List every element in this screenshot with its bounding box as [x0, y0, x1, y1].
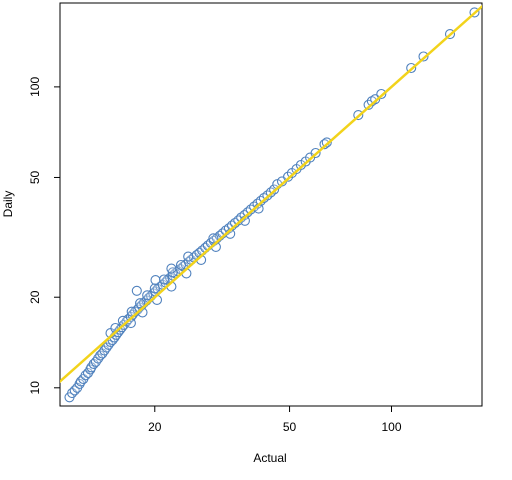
x-axis: 20 50 100: [148, 406, 402, 434]
data-point: [150, 275, 161, 286]
y-axis-title: Daily: [1, 191, 15, 218]
x-tick-label: 50: [283, 420, 297, 434]
data-point: [321, 137, 332, 148]
x-tick-label: 20: [148, 420, 162, 434]
data-point: [166, 263, 177, 274]
data-point: [142, 290, 153, 301]
x-axis-title: Actual: [253, 451, 286, 465]
data-point: [158, 274, 170, 285]
data-point: [183, 251, 194, 262]
data-point: [418, 51, 429, 62]
y-tick-label: 20: [28, 290, 42, 304]
plot-frame: [59, 2, 483, 407]
data-point: [131, 285, 142, 296]
fit-line: [60, 4, 482, 384]
y-tick-label: 50: [28, 170, 42, 184]
x-tick-label: 100: [381, 420, 401, 434]
data-point: [149, 283, 160, 294]
y-tick-label: 10: [28, 381, 42, 395]
points-layer: [64, 7, 480, 403]
data-point: [376, 88, 387, 100]
data-point: [135, 298, 146, 309]
data-point: [208, 233, 219, 244]
data-point: [175, 259, 187, 271]
y-tick-label: 100: [28, 77, 42, 97]
data-point: [283, 171, 294, 182]
y-axis: 10 20 50 100: [28, 77, 60, 395]
